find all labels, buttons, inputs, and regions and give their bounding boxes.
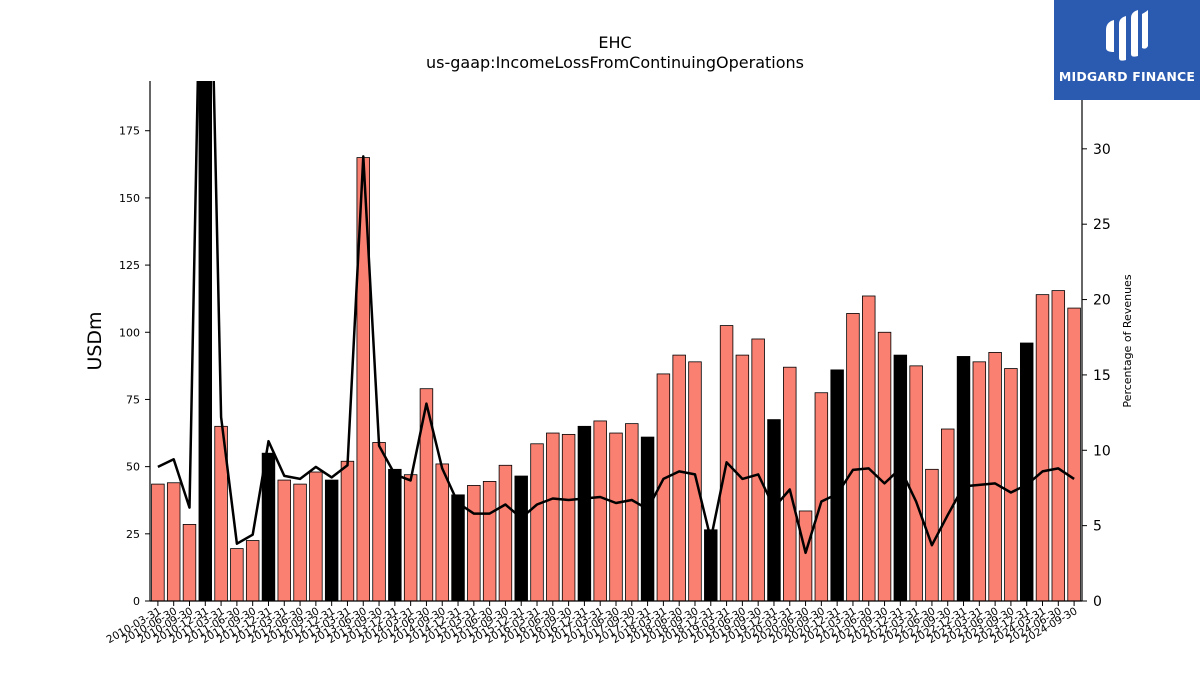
bar-2023-09-30 <box>1004 368 1018 601</box>
bar-2024-09-30 <box>1067 307 1081 601</box>
bar-2010-09-30 <box>182 524 197 601</box>
bar-2020-03-31 <box>783 366 797 601</box>
bar-2012-03-31 <box>277 479 291 601</box>
y2-tick-label-15: 15 <box>1093 368 1111 384</box>
bar-2017-06-30 <box>609 432 623 601</box>
bar-2021-12-31 <box>893 354 908 601</box>
bar-2013-12-31 <box>388 468 402 601</box>
bar-2023-12-31 <box>1019 342 1034 601</box>
bar-2010-12-31 <box>198 81 213 601</box>
y2-tick-label-25: 25 <box>1093 217 1111 233</box>
bar-2018-12-31 <box>704 529 718 601</box>
brand-name: MIDGARD FINANCE <box>1058 69 1196 84</box>
bar-2024-06-30 <box>1051 290 1066 601</box>
bar-2020-09-30 <box>814 392 829 601</box>
bar-2020-06-30 <box>798 510 813 601</box>
bar-2012-09-30 <box>309 471 323 601</box>
bar-2023-03-31 <box>972 361 987 601</box>
bar-2015-09-30 <box>498 464 513 601</box>
y-tick-label-175: 175 <box>119 125 140 138</box>
bar-2021-06-30 <box>862 295 876 601</box>
bar-2018-06-30 <box>672 354 686 601</box>
bar-2017-09-30 <box>625 423 639 601</box>
bar-2014-03-31 <box>403 474 418 601</box>
bar-2014-06-30 <box>419 388 434 601</box>
bar-2014-12-31 <box>451 494 465 601</box>
bar-2017-12-31 <box>640 436 655 601</box>
bar-2014-09-30 <box>435 463 449 601</box>
bar-2019-12-31 <box>767 419 781 601</box>
y-tick-label-25: 25 <box>126 528 140 541</box>
bar-2015-12-31 <box>514 475 528 601</box>
bar-2024-03-31 <box>1035 294 1050 601</box>
bar-2016-09-30 <box>561 433 576 601</box>
chart-subtitle: us-gaap:IncomeLossFromContinuingOperatio… <box>426 53 804 72</box>
bar-2012-06-30 <box>293 483 307 601</box>
bar-2018-09-30 <box>688 361 702 601</box>
bar-2022-12-31 <box>956 356 971 601</box>
y2-axis-label: Percentage of Revenues <box>1121 274 1134 407</box>
y-tick-label-150: 150 <box>119 192 140 205</box>
bar-2011-09-30 <box>245 540 260 601</box>
chart-title: EHC <box>598 33 631 52</box>
y-tick-label-75: 75 <box>126 393 140 406</box>
y-tick-label-125: 125 <box>119 259 140 272</box>
bar-2013-09-30 <box>372 442 386 601</box>
bar-2017-03-31 <box>593 420 607 601</box>
pct-line-series <box>157 81 1075 555</box>
axes: 02550751001251501750510152025302010-03-3… <box>105 81 1111 646</box>
y2-tick-label-10: 10 <box>1093 443 1111 459</box>
bar-2011-06-30 <box>230 548 244 601</box>
bar-2022-03-31 <box>909 365 923 601</box>
y-tick-label-0: 0 <box>133 595 140 608</box>
bar-2013-03-31 <box>340 460 355 601</box>
bar-series <box>151 81 1081 601</box>
bar-2010-06-30 <box>166 482 181 601</box>
bar-2016-03-31 <box>530 443 544 601</box>
y-axis-label: USDm <box>84 311 106 370</box>
y2-tick-label-20: 20 <box>1093 293 1111 309</box>
y-tick-label-100: 100 <box>119 326 140 339</box>
y2-tick-label-30: 30 <box>1093 142 1111 158</box>
y2-tick-label-5: 5 <box>1093 519 1102 535</box>
bar-2021-03-31 <box>846 313 860 601</box>
bar-2019-09-30 <box>751 338 765 601</box>
bar-2023-06-30 <box>988 352 1002 601</box>
y2-tick-label-0: 0 <box>1093 594 1102 610</box>
y-tick-label-50: 50 <box>126 461 140 474</box>
bar-2012-12-31 <box>324 479 339 601</box>
bar-2011-12-31 <box>261 452 276 601</box>
bar-2016-06-30 <box>546 432 560 601</box>
bar-2016-12-31 <box>577 425 592 601</box>
bar-2015-03-31 <box>467 485 481 601</box>
brand-badge: MIDGARD FINANCE <box>1054 0 1200 100</box>
bar-2015-06-30 <box>482 481 497 601</box>
bar-2018-03-31 <box>656 373 671 601</box>
pct-of-revenues-line <box>157 81 1075 555</box>
bar-2021-09-30 <box>877 331 892 601</box>
bar-2010-03-31 <box>151 483 165 601</box>
midgard-logo-icon <box>1106 10 1148 61</box>
